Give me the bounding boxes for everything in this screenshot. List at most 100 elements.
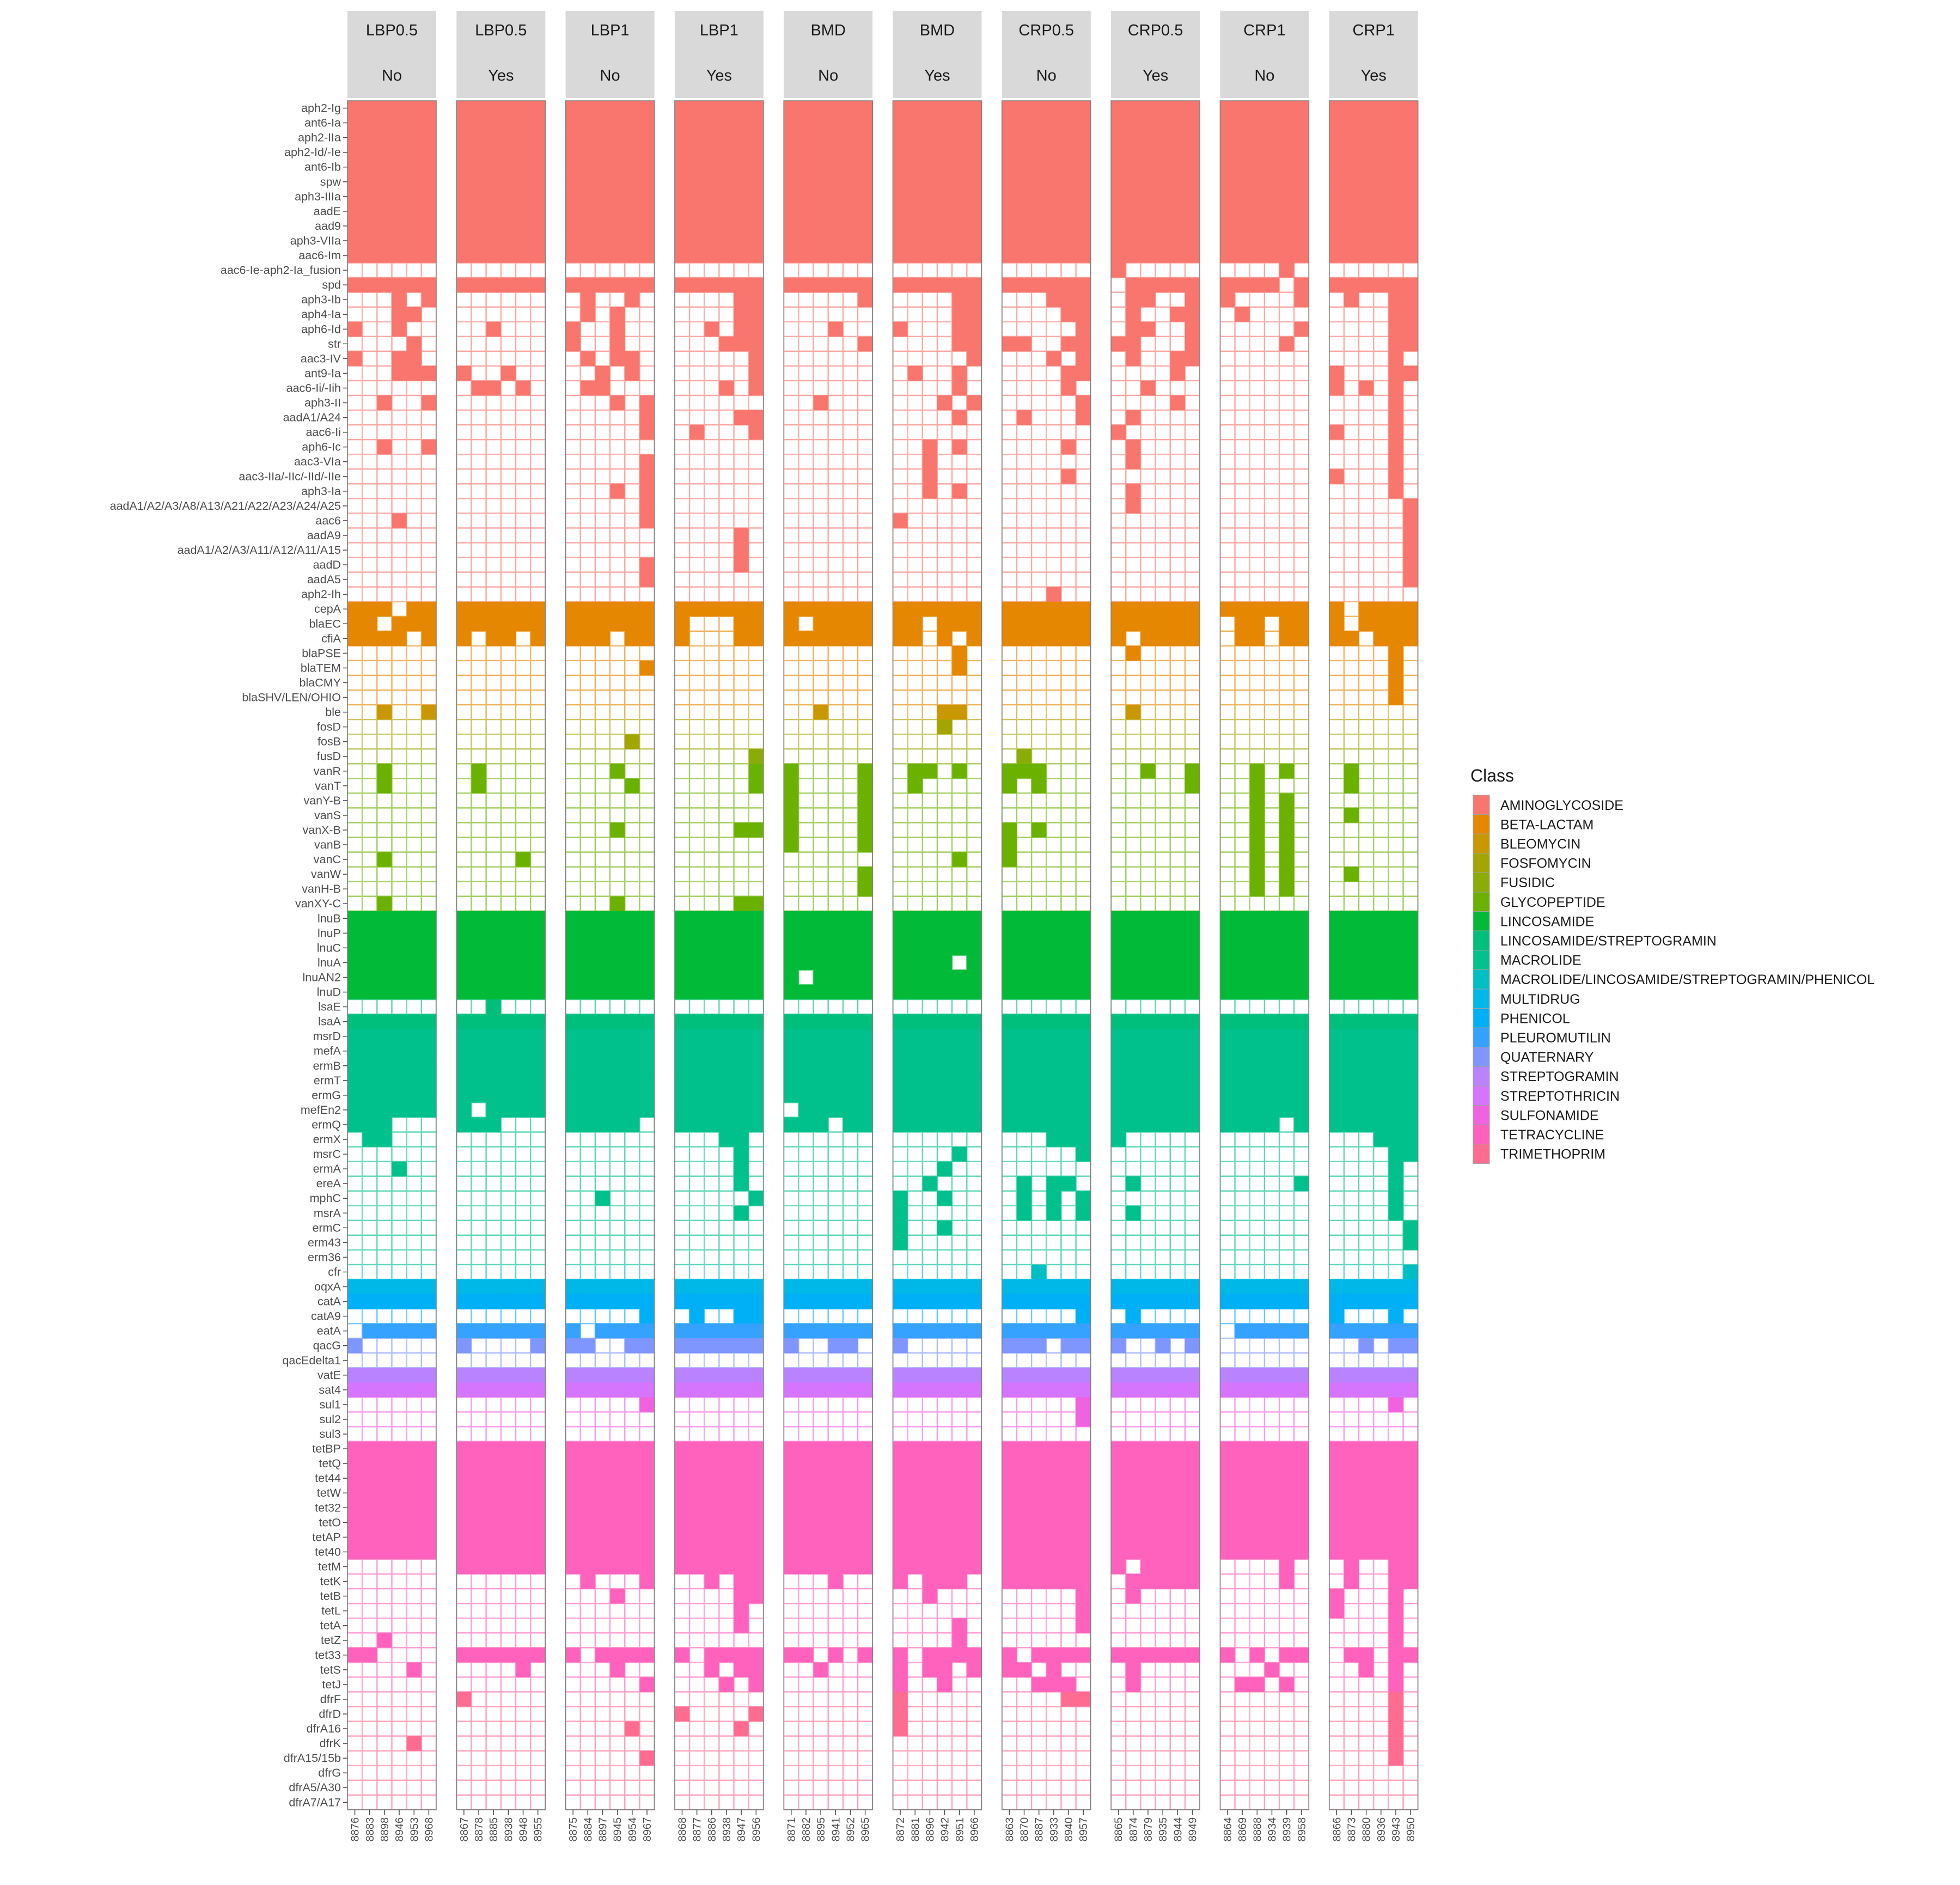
heatmap-cell-absent [689, 852, 705, 867]
heatmap-cell-present [893, 1515, 908, 1530]
heatmap-cell-absent [1076, 837, 1091, 852]
heatmap-cell-present [922, 1014, 938, 1029]
heatmap-cell-present [842, 1279, 858, 1295]
heatmap-cell-absent [689, 1765, 705, 1780]
heatmap-cell-absent [362, 1633, 377, 1648]
heatmap-cell-absent [1076, 660, 1091, 675]
heatmap-cell-present [952, 1500, 967, 1516]
heatmap-cell-absent [456, 645, 472, 661]
heatmap-cell-absent [392, 1677, 407, 1692]
heatmap-cell-absent [893, 469, 908, 484]
heatmap-cell-absent [406, 999, 422, 1015]
heatmap-cell-present [456, 969, 472, 985]
heatmap-cell-present [842, 101, 858, 116]
heatmap-cell-absent [893, 660, 908, 675]
heatmap-cell-absent [456, 1176, 472, 1191]
heatmap-cell-present [595, 233, 610, 249]
heatmap-cell-absent [858, 484, 873, 499]
heatmap-cell-absent [689, 616, 705, 631]
heatmap-cell-absent [1061, 822, 1076, 838]
heatmap-cell-absent [406, 484, 422, 499]
heatmap-cell-absent [347, 1603, 363, 1619]
heatmap-cell-absent [500, 1132, 516, 1147]
heatmap-cell-absent [1046, 999, 1061, 1015]
heatmap-cell-present [734, 1294, 749, 1309]
heatmap-cell-absent [486, 822, 501, 838]
heatmap-cell-absent [689, 587, 705, 602]
heatmap-cell-absent [377, 749, 392, 764]
heatmap-cell-absent [1002, 321, 1017, 337]
heatmap-cell-absent [377, 572, 392, 587]
heatmap-cell-absent [828, 1146, 843, 1162]
heatmap-cell-absent [828, 1426, 843, 1442]
heatmap-cell-absent [639, 1264, 655, 1280]
heatmap-cell-absent [565, 896, 581, 911]
heatmap-cell-present [674, 1529, 690, 1545]
heatmap-cell-absent [952, 955, 967, 970]
heatmap-cell-present [734, 940, 749, 956]
heatmap-cell-absent [565, 454, 581, 469]
heatmap-cell-absent [1016, 307, 1032, 322]
heatmap-cell-present [530, 115, 546, 131]
heatmap-cell-present [967, 1058, 982, 1073]
heatmap-cell-present [1046, 1044, 1062, 1059]
heatmap-cell-absent [952, 881, 967, 896]
heatmap-cell-present [1076, 1515, 1091, 1530]
heatmap-cell-absent [347, 1589, 363, 1604]
heatmap-cell-present [704, 101, 719, 116]
heatmap-cell-absent [674, 999, 690, 1015]
heatmap-cell-absent [858, 587, 873, 602]
heatmap-cell-absent [798, 1397, 814, 1412]
heatmap-cell-present [595, 1073, 610, 1088]
heatmap-cell-absent [952, 1750, 967, 1766]
heatmap-cell-present [719, 1294, 735, 1309]
heatmap-cell-absent [347, 999, 363, 1015]
heatmap-cell-absent [347, 793, 363, 808]
heatmap-cell-absent [719, 616, 734, 631]
heatmap-cell-absent [674, 793, 690, 808]
heatmap-cell-absent [937, 1706, 952, 1722]
heatmap-cell-absent [565, 881, 581, 896]
heatmap-cell-absent [392, 498, 407, 514]
heatmap-cell-present [515, 130, 531, 145]
heatmap-cell-present [1076, 1191, 1091, 1206]
heatmap-cell-absent [500, 896, 516, 911]
heatmap-cell-absent [907, 469, 923, 484]
heatmap-cell-present [1061, 115, 1077, 131]
heatmap-cell-absent [674, 263, 690, 278]
heatmap-cell-present [392, 1294, 407, 1309]
heatmap-cell-absent [377, 1191, 392, 1206]
heatmap-cell-absent [893, 1618, 908, 1633]
heatmap-cell-absent [471, 1721, 486, 1736]
heatmap-cell-absent [610, 1795, 625, 1810]
heatmap-cell-absent [704, 1161, 719, 1176]
heatmap-cell-absent [347, 1161, 363, 1176]
heatmap-cell-absent [610, 1191, 625, 1206]
heatmap-cell-absent [421, 1132, 437, 1147]
heatmap-cell-present [952, 1471, 967, 1486]
heatmap-cell-absent [347, 1249, 363, 1265]
heatmap-cell-present [689, 1338, 705, 1353]
heatmap-cell-absent [689, 1176, 705, 1191]
heatmap-cell-present [674, 616, 690, 632]
heatmap-cell-absent [471, 440, 486, 455]
heatmap-cell-absent [347, 896, 363, 911]
heatmap-cell-absent [500, 645, 516, 661]
heatmap-cell-absent [406, 749, 422, 764]
heatmap-cell-absent [907, 675, 923, 691]
heatmap-cell-absent [922, 307, 938, 322]
heatmap-cell-present [1016, 145, 1032, 160]
heatmap-cell-present [1031, 1088, 1047, 1103]
heatmap-cell-absent [842, 1146, 858, 1162]
heatmap-cell-absent [347, 484, 363, 499]
heatmap-cell-present [858, 1559, 873, 1575]
heatmap-cell-absent [893, 808, 908, 823]
heatmap-cell-absent [784, 440, 799, 455]
heatmap-cell-present [471, 204, 487, 219]
heatmap-cell-absent [500, 1117, 516, 1132]
heatmap-cell-absent [347, 1706, 363, 1722]
heatmap-cell-present [1016, 1500, 1032, 1516]
heatmap-cell-absent [421, 1677, 437, 1692]
heatmap-cell-absent [392, 528, 407, 543]
heatmap-cell-present [1061, 601, 1077, 617]
